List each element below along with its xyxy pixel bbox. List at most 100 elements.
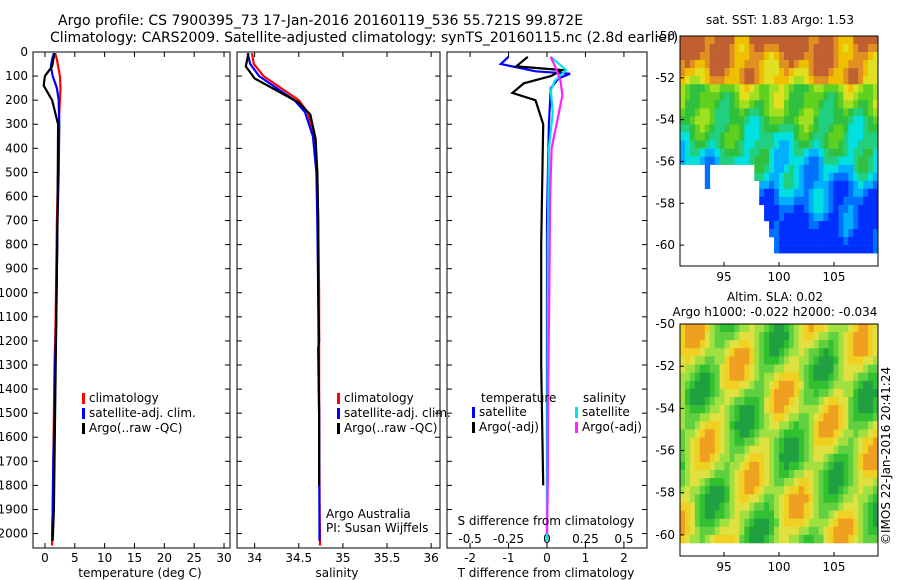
map-cell <box>754 356 760 365</box>
map-cell <box>739 76 745 85</box>
map-cell <box>828 245 834 254</box>
map-cell <box>858 429 864 438</box>
map-cell <box>699 324 706 333</box>
map-cell <box>729 124 735 133</box>
map-cell <box>729 68 735 77</box>
map-cell <box>774 502 780 511</box>
map-cell <box>764 332 770 341</box>
map-cell <box>709 92 715 101</box>
map-cell <box>803 413 810 422</box>
map-cell <box>749 124 755 133</box>
map-cell <box>779 92 785 101</box>
map-cell <box>774 494 780 503</box>
map-cell <box>858 348 864 357</box>
map-cell <box>808 76 814 85</box>
map-cell <box>734 526 740 536</box>
map-cell <box>704 510 711 519</box>
map-cell <box>798 413 805 422</box>
map-cell <box>739 470 745 479</box>
map-cell <box>808 52 814 61</box>
map-cell <box>833 212 839 222</box>
map-cell <box>833 340 839 349</box>
map-cell <box>759 356 765 365</box>
map-cell <box>798 84 805 93</box>
map-cell <box>798 397 805 406</box>
map-cell <box>764 44 770 53</box>
map-x-tick-label: 100 <box>768 560 791 574</box>
map-cell <box>808 229 814 238</box>
map-cell <box>863 76 869 85</box>
map-cell <box>724 140 730 149</box>
map-cell <box>739 148 745 157</box>
map-cell <box>685 348 691 357</box>
map-cell <box>843 510 849 519</box>
map-cell <box>739 437 745 446</box>
map-cell <box>680 100 686 109</box>
map-cell <box>694 478 701 487</box>
map-cell <box>868 148 874 157</box>
map-cell <box>853 510 859 519</box>
map-cell <box>858 140 864 149</box>
map-x-tick-label: 105 <box>823 560 846 574</box>
map-cell <box>843 405 849 414</box>
map-cell <box>749 60 755 69</box>
map-cell <box>833 68 839 77</box>
map-cell <box>823 148 829 157</box>
map-cell <box>843 437 849 446</box>
map-cell <box>744 461 750 471</box>
map-cell <box>863 510 869 519</box>
map-cell <box>685 364 691 373</box>
map-cell <box>764 534 770 544</box>
map-cell <box>749 461 755 471</box>
map-cell <box>818 510 824 519</box>
map-cell <box>858 148 864 157</box>
map-cell <box>709 510 715 519</box>
map-cell <box>848 229 854 238</box>
map-cell <box>759 429 765 438</box>
map-cell <box>739 494 745 503</box>
map-cell <box>828 478 834 487</box>
map-cell <box>793 204 800 214</box>
map-cell <box>848 429 854 438</box>
map-cell <box>719 372 725 382</box>
map-cell <box>699 453 706 463</box>
map-cell <box>689 486 696 495</box>
map-cell <box>719 526 725 536</box>
x-tick-label: 1 <box>582 551 590 565</box>
map-cell <box>858 421 864 430</box>
map-cell <box>848 172 854 181</box>
map-cell <box>709 52 715 61</box>
map-cell <box>803 108 810 117</box>
map-cell <box>833 116 839 125</box>
map-cell <box>699 148 706 157</box>
map-cell <box>803 502 810 511</box>
map-cell <box>724 132 730 141</box>
map-cell <box>724 116 730 125</box>
map-cell <box>685 44 691 53</box>
map-cell <box>873 421 879 430</box>
map-cell <box>868 397 874 406</box>
y-tick-label: 1400 <box>0 382 28 396</box>
map-cell <box>803 245 810 254</box>
x-tick-label: 0 <box>41 551 49 565</box>
map-cell <box>744 445 750 455</box>
map-cell <box>793 486 800 495</box>
map-cell <box>843 76 849 85</box>
map-cell <box>759 348 765 357</box>
map-cell <box>853 372 859 382</box>
map-cell <box>709 348 715 357</box>
map-cell <box>798 364 805 373</box>
map-cell <box>863 116 869 125</box>
map-cell <box>764 340 770 349</box>
map-cell <box>724 380 730 390</box>
map-cell <box>754 388 760 398</box>
map-cell <box>828 502 834 511</box>
map-cell <box>798 148 805 157</box>
map-cell <box>704 92 711 101</box>
map-cell <box>788 172 795 181</box>
map-cell <box>868 180 874 190</box>
map-cell <box>818 372 824 382</box>
map-cell <box>788 68 795 77</box>
map-cell <box>828 229 834 238</box>
